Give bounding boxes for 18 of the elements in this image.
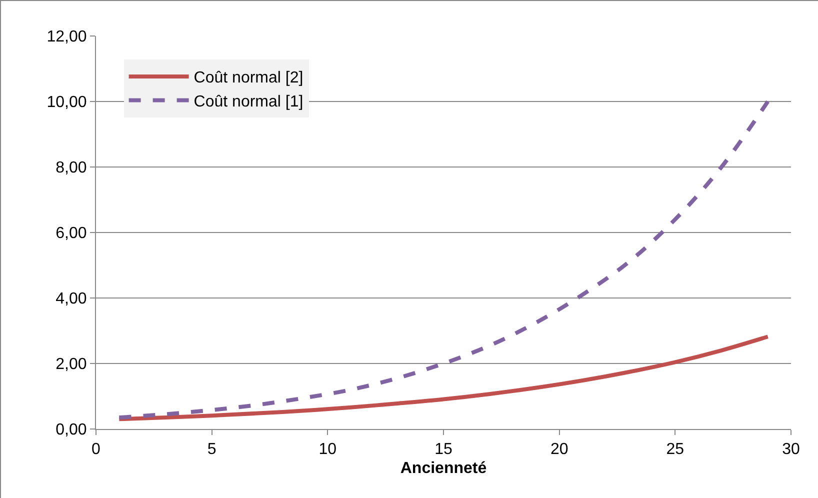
x-tick-label: 30	[782, 441, 800, 458]
x-tick-label: 25	[666, 441, 684, 458]
y-tick-label: 4,00	[56, 290, 87, 308]
x-axis-title: Ancienneté	[400, 460, 487, 477]
y-tick-label: 0,00	[56, 422, 87, 439]
x-tick-label: 10	[318, 441, 337, 458]
line-series	[117, 334, 770, 422]
x-tick-label: 20	[550, 441, 568, 458]
legend-label: Coût normal [2]	[194, 70, 304, 87]
y-tick-label: 12,00	[46, 28, 87, 46]
x-tick-label: 15	[434, 441, 452, 458]
y-tick-label: 10,00	[46, 94, 87, 112]
y-tick-label: 6,00	[56, 225, 87, 242]
x-tick-label: 0	[92, 441, 101, 458]
y-tick-label: 8,00	[56, 160, 87, 177]
x-tick-label: 5	[207, 441, 216, 458]
legend-label: Coût normal [1]	[194, 94, 304, 111]
y-tick-label: 2,00	[56, 356, 87, 374]
